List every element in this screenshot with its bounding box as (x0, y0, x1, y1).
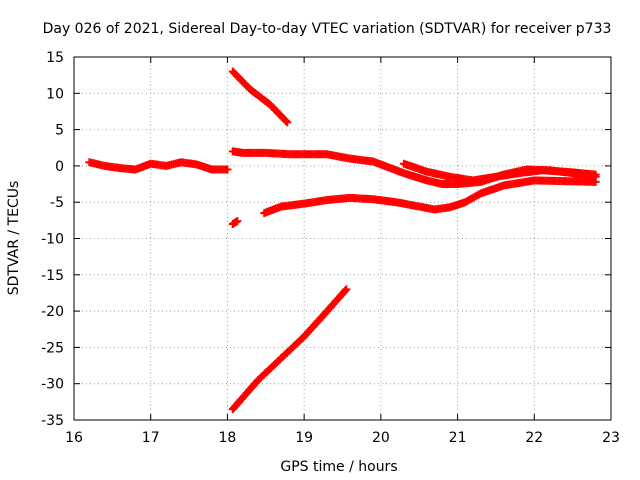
y-tick-label: -5 (50, 195, 64, 211)
series-arc-5 (260, 176, 600, 218)
x-tick-label: 22 (525, 430, 543, 446)
y-tick-label: -30 (41, 377, 64, 393)
grid (74, 57, 611, 420)
series-arc-1 (85, 158, 232, 174)
y-tick-label: -15 (41, 268, 64, 284)
data-point (233, 217, 242, 226)
y-axis-label: SDTVAR / TECUs (6, 181, 22, 296)
y-tick-label: -25 (41, 340, 64, 356)
data-marks (85, 67, 600, 414)
data-point (281, 116, 290, 125)
x-tick-label: 18 (219, 430, 237, 446)
y-tick-label: -20 (41, 304, 64, 320)
series-arc-6 (399, 159, 600, 185)
data-point (341, 286, 350, 295)
x-tick-label: 16 (65, 430, 83, 446)
x-tick-label: 21 (449, 430, 467, 446)
data-point (223, 165, 232, 174)
x-tick-label: 19 (295, 430, 313, 446)
y-tick-label: -35 (41, 413, 64, 429)
y-tick-label: 10 (46, 86, 64, 102)
chart-title: Day 026 of 2021, Sidereal Day-to-day VTE… (43, 21, 612, 37)
y-tick-label: 0 (55, 159, 64, 175)
x-tick-label: 17 (142, 430, 160, 446)
series-arc-2 (228, 67, 292, 127)
data-point (591, 170, 600, 179)
data-point (591, 177, 600, 186)
x-axis-label: GPS time / hours (280, 459, 397, 475)
data-point (283, 118, 292, 127)
data-point (342, 285, 351, 294)
y-tick-label: -10 (41, 232, 64, 248)
x-tick-label: 20 (372, 430, 390, 446)
x-tick-label: 23 (602, 430, 620, 446)
y-tick-label: 5 (55, 123, 64, 139)
y-tick-label: 15 (46, 50, 64, 66)
series-arc-7 (228, 285, 351, 414)
axis-ticks: 16 17 18 19 20 21 22 23 15 10 5 0 -5 -10 -15 -20 -25 -30 -… (41, 50, 620, 446)
series-arc-4 (228, 217, 242, 228)
